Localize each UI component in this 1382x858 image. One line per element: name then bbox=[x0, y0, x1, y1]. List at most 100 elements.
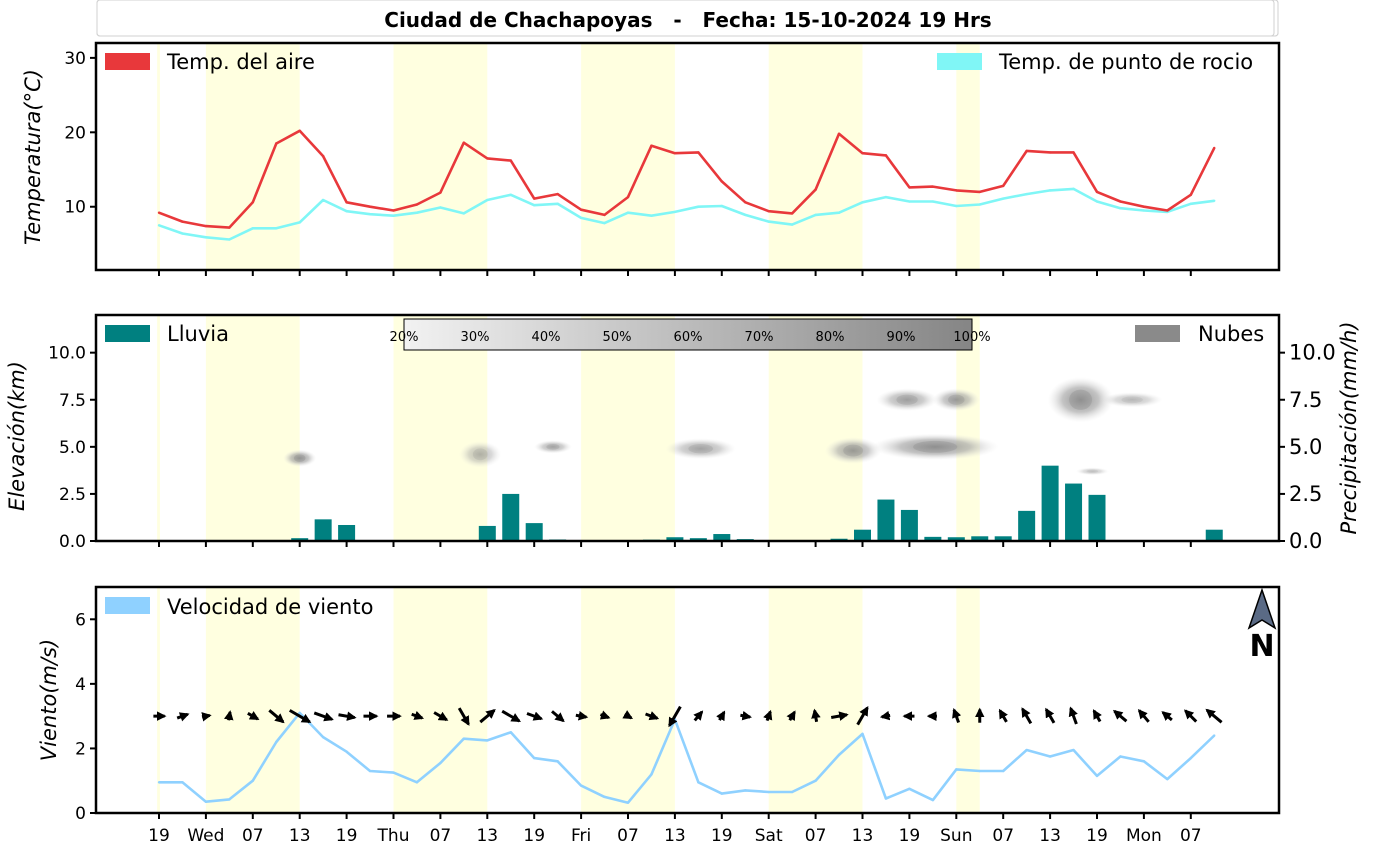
wind-direction-arrow bbox=[338, 715, 354, 718]
legend-label-wind: Velocidad de viento bbox=[167, 595, 373, 619]
wind-daytime-band-0 bbox=[157, 588, 160, 812]
wind-speed-line-point bbox=[721, 792, 723, 794]
wind-speed-line-point bbox=[533, 757, 535, 759]
dew-point-line-point bbox=[486, 199, 488, 201]
north-label: N bbox=[1249, 629, 1274, 664]
wind-speed-line-point bbox=[1002, 770, 1004, 772]
wind-speed-line-point bbox=[158, 781, 160, 783]
air-temp-line-point bbox=[1096, 191, 1098, 193]
x-tick-label: 07 bbox=[805, 826, 827, 846]
rain-bar bbox=[502, 494, 519, 541]
wind-direction-arrow bbox=[695, 712, 702, 721]
air-temp-line-point bbox=[1049, 151, 1051, 153]
x-tick-label: 13 bbox=[1039, 826, 1061, 846]
elev-ytick-label: 7.5 bbox=[59, 391, 86, 411]
wind-speed-line-point bbox=[744, 789, 746, 791]
dew-point-line-point bbox=[603, 222, 605, 224]
wind-direction-arrow bbox=[1071, 708, 1077, 724]
rain-bar bbox=[1018, 511, 1035, 541]
x-tick-label: 19 bbox=[523, 826, 545, 846]
wind-speed-line-point bbox=[885, 797, 887, 799]
legend-swatch-clouds bbox=[1135, 325, 1180, 342]
wind-speed-line-point bbox=[416, 781, 418, 783]
temp-ytick-label: 10 bbox=[64, 198, 86, 218]
dew-point-line-point bbox=[1213, 200, 1215, 202]
elev-ytick-label: 5.0 bbox=[59, 438, 86, 458]
air-temp-line-point bbox=[744, 201, 746, 203]
air-temp-line-point bbox=[838, 133, 840, 135]
wind-speed-line-point bbox=[1025, 749, 1027, 751]
wind-speed-line bbox=[159, 713, 1214, 803]
temp-ytick-label: 20 bbox=[64, 123, 86, 143]
dew-point-line-point bbox=[205, 236, 207, 238]
colorbar-label: 40% bbox=[532, 330, 561, 345]
x-tick-label: 07 bbox=[430, 826, 452, 846]
dew-point-line-point bbox=[791, 223, 793, 225]
air-temp-line-point bbox=[768, 210, 770, 212]
wind-speed-line-point bbox=[322, 736, 324, 738]
dew-point-line-point bbox=[252, 227, 254, 229]
precip-ytick-right-label: 5.0 bbox=[1289, 435, 1322, 459]
rain-bar bbox=[877, 500, 894, 541]
legend-label-air-temp: Temp. del aire bbox=[166, 50, 315, 74]
legend-swatch-air-temp bbox=[105, 53, 150, 70]
elev-ylabel: Elevación(km) bbox=[5, 361, 29, 511]
temp-daytime-band-1 bbox=[206, 44, 300, 269]
dew-point-line-point bbox=[556, 203, 558, 205]
x-tick-label: Fri bbox=[571, 826, 591, 846]
air-temp-line-point bbox=[697, 151, 699, 153]
wind-direction-arrow bbox=[552, 711, 563, 721]
x-tick-label: 07 bbox=[617, 826, 639, 846]
dew-point-line-point bbox=[1143, 209, 1145, 211]
dew-point-line-point bbox=[463, 212, 465, 214]
wind-direction-arrow bbox=[1163, 712, 1172, 720]
air-temp-line-point bbox=[510, 159, 512, 161]
air-temp-line-point bbox=[1166, 209, 1168, 211]
air-temp-line-point bbox=[721, 180, 723, 182]
wind-direction-arrow bbox=[1000, 710, 1007, 721]
dew-point-line-point bbox=[322, 199, 324, 201]
air-temp-line-point bbox=[1143, 206, 1145, 208]
x-tick-label: 13 bbox=[664, 826, 686, 846]
x-tick-label: 13 bbox=[476, 826, 498, 846]
air-temp-line-point bbox=[1025, 150, 1027, 152]
wind-speed-line-point bbox=[1166, 778, 1168, 780]
temp-daytime-band-2 bbox=[394, 44, 488, 269]
dew-point-line-point bbox=[1119, 207, 1121, 209]
air-temp-line-point bbox=[979, 191, 981, 193]
rain-bar bbox=[315, 519, 332, 541]
dew-point-line-point bbox=[533, 204, 535, 206]
colorbar-label: 70% bbox=[745, 330, 774, 345]
air-temp-line-point bbox=[392, 209, 394, 211]
wind-direction-arrow bbox=[1046, 709, 1054, 723]
wind-speed-line-point bbox=[439, 762, 441, 764]
air-temp-line-point bbox=[486, 157, 488, 159]
wind-direction-arrow bbox=[1094, 711, 1100, 722]
air-temp-line-point bbox=[252, 201, 254, 203]
air-temp-line-point bbox=[1213, 147, 1215, 149]
wind-speed-line-point bbox=[650, 773, 652, 775]
dew-point-line-point bbox=[181, 232, 183, 234]
wind-speed-line-point bbox=[228, 798, 230, 800]
elev-ytick-label: 2.5 bbox=[59, 485, 86, 505]
air-temp-line-point bbox=[181, 220, 183, 222]
wind-speed-line-point bbox=[1096, 775, 1098, 777]
air-temp-line bbox=[159, 131, 1214, 228]
wind-speed-line-point bbox=[299, 712, 301, 714]
rain-bar bbox=[1065, 484, 1082, 541]
wind-direction-arrow bbox=[502, 711, 519, 721]
x-tick-label: Sat bbox=[755, 826, 783, 846]
dew-point-line-point bbox=[721, 205, 723, 207]
wind-speed-line-point bbox=[861, 733, 863, 735]
wind-direction-arrow bbox=[815, 710, 817, 721]
dew-point-line-point bbox=[369, 213, 371, 215]
air-temp-line-point bbox=[955, 189, 957, 191]
x-tick-label: 13 bbox=[852, 826, 874, 846]
rain-bar bbox=[1089, 495, 1106, 541]
dew-point-line-point bbox=[580, 217, 582, 219]
wind-daytime-band-3 bbox=[581, 588, 675, 812]
dew-point-line-point bbox=[932, 200, 934, 202]
air-temp-line-point bbox=[791, 212, 793, 214]
legend-swatch-wind bbox=[105, 597, 150, 614]
